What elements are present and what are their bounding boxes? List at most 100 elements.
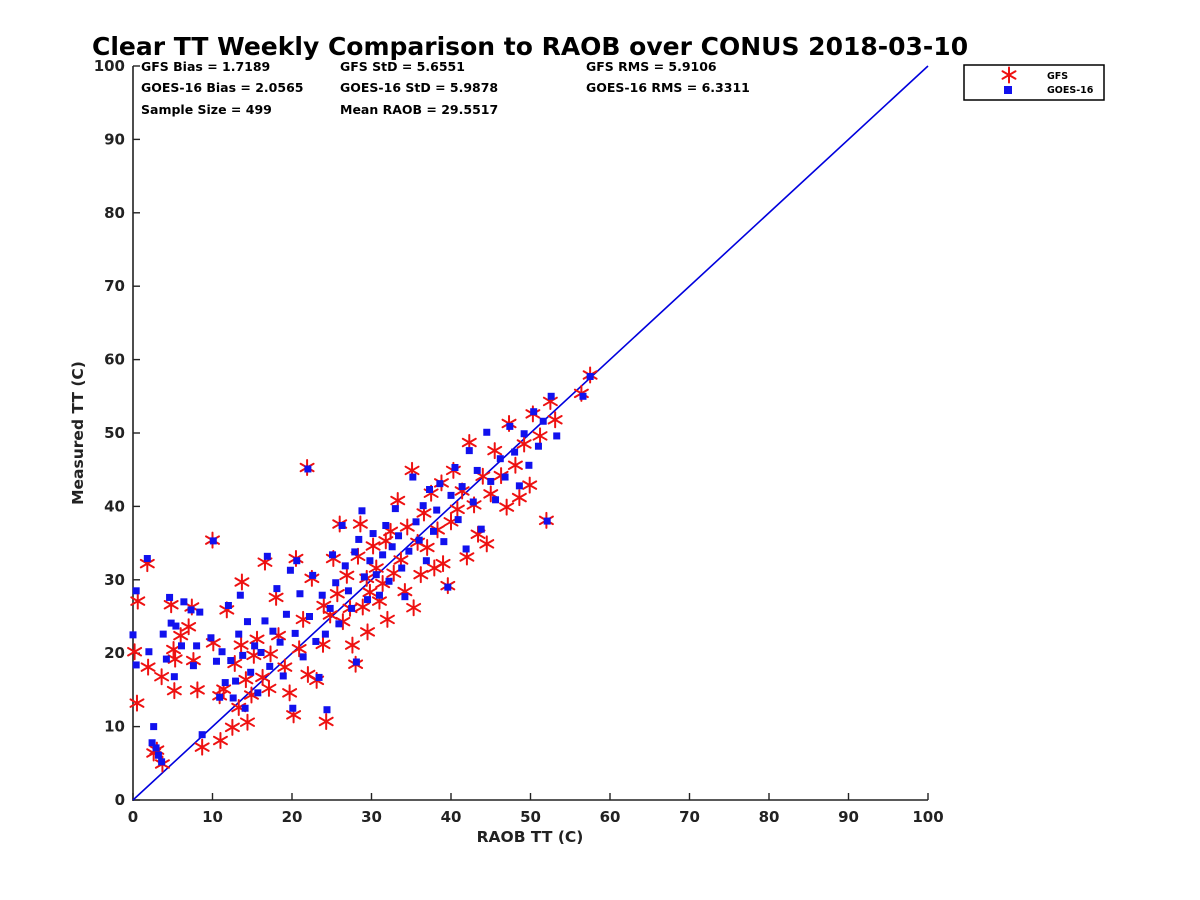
goes16-point	[385, 577, 393, 585]
goes16-point	[398, 564, 406, 572]
goes16-point	[579, 392, 587, 400]
gfs-point	[140, 658, 156, 676]
goes16-point	[586, 372, 594, 380]
stat-goes16-std: GOES-16 StD = 5.9878	[340, 80, 498, 95]
x-tick-label: 100	[912, 808, 943, 826]
goes16-point	[247, 668, 255, 676]
goes16-point	[375, 591, 383, 599]
goes16-point	[273, 585, 281, 593]
x-tick-label: 30	[361, 808, 382, 826]
goes16-point	[289, 704, 297, 712]
goes16-point	[158, 758, 166, 766]
goes16-point	[391, 505, 399, 513]
y-tick-label: 80	[104, 204, 125, 222]
goes16-point	[305, 613, 313, 620]
goes16-point	[193, 642, 201, 650]
goes16-point	[515, 482, 523, 490]
goes16-point	[167, 619, 175, 627]
goes16-point	[321, 630, 329, 638]
stat-gfs-std: GFS StD = 5.6551	[340, 59, 465, 74]
goes16-point	[148, 739, 156, 747]
goes16-point	[426, 486, 434, 494]
gfs-point	[386, 564, 402, 582]
goes16-point	[454, 516, 462, 524]
goes16-point	[239, 651, 247, 659]
goes16-point	[132, 587, 140, 595]
goes16-point	[344, 587, 352, 595]
goes16-point	[132, 661, 140, 669]
series-goes16	[129, 372, 594, 766]
gfs-point	[547, 411, 563, 429]
gfs-point	[129, 694, 145, 712]
legend-box	[963, 64, 1105, 101]
goes16-point	[187, 606, 195, 614]
goes16-point	[221, 679, 229, 687]
goes16-point	[436, 480, 444, 488]
goes16-point	[145, 648, 153, 656]
goes16-point	[483, 428, 491, 436]
gfs-point	[194, 738, 210, 756]
goes16-point	[372, 571, 380, 579]
goes16-point	[291, 629, 299, 637]
goes16-point	[525, 461, 533, 469]
stat-sample-size: Sample Size = 499	[141, 102, 272, 117]
goes16-point	[412, 518, 420, 526]
goes16-point	[293, 557, 301, 565]
x-tick-label: 90	[838, 808, 859, 826]
x-tick-label: 10	[202, 808, 223, 826]
goes16-point	[341, 562, 349, 570]
goes16-point	[506, 422, 514, 430]
gfs-point	[511, 489, 527, 507]
goes16-point	[229, 694, 237, 702]
gfs-point	[522, 476, 538, 494]
x-tick-label: 60	[600, 808, 621, 826]
goes16-point	[422, 557, 430, 565]
goes16-point	[207, 634, 215, 642]
goes16-point	[433, 506, 441, 514]
goes16-point	[261, 617, 269, 625]
goes16-point	[477, 525, 485, 533]
goes16-point	[276, 638, 284, 646]
goes16-point	[329, 551, 337, 559]
goes16-point	[279, 672, 287, 680]
y-tick-label: 50	[104, 424, 125, 442]
goes16-point	[326, 604, 334, 612]
gfs-point	[355, 598, 371, 616]
goes16-point	[296, 590, 304, 598]
goes16-point	[501, 473, 509, 481]
goes16-point	[218, 648, 226, 656]
goes16-point	[469, 498, 477, 506]
goes16-point	[520, 430, 528, 438]
goes16-point	[366, 557, 374, 565]
legend: GFS GOES-16	[963, 64, 1105, 101]
goes16-point	[177, 642, 185, 650]
goes16-point	[312, 637, 320, 645]
goes16-point	[338, 521, 346, 529]
one-to-one-line	[132, 65, 929, 801]
gfs-point	[255, 668, 271, 686]
gfs-point	[282, 684, 298, 702]
goes16-point	[355, 535, 363, 543]
gfs-point	[167, 650, 183, 668]
goes16-point	[152, 744, 160, 752]
y-tick-label: 20	[104, 644, 125, 662]
goes16-point	[487, 477, 495, 485]
gfs-point	[238, 671, 254, 689]
goes16-point	[170, 673, 178, 681]
y-tick-label: 0	[115, 791, 125, 809]
goes16-point	[352, 658, 360, 666]
goes16-point	[241, 704, 249, 712]
goes16-point	[364, 596, 372, 604]
goes16-point	[227, 657, 235, 665]
goes16-point	[318, 591, 326, 599]
goes16-point	[547, 392, 555, 400]
goes16-point	[447, 491, 455, 499]
goes16-point	[263, 552, 271, 560]
gfs-point	[507, 456, 523, 474]
goes16-point	[257, 648, 265, 656]
gfs-point	[277, 658, 293, 676]
gfs-point	[352, 515, 368, 533]
gfs-point	[499, 498, 515, 516]
